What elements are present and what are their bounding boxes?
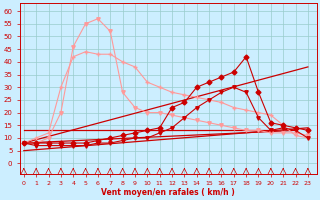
X-axis label: Vent moyen/en rafales ( km/h ): Vent moyen/en rafales ( km/h ): [101, 188, 235, 197]
